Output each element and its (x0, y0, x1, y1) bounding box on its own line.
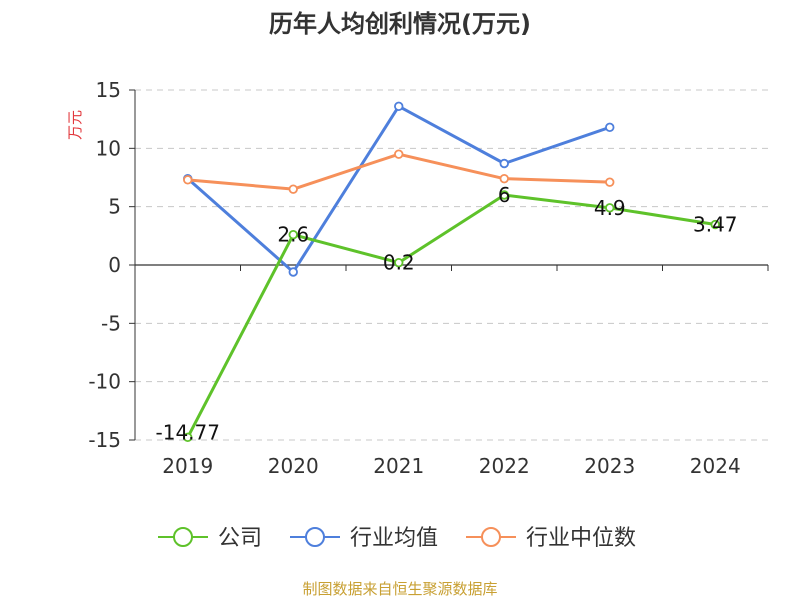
legend-item-1[interactable]: 行业均值 (290, 526, 438, 551)
data-point[interactable] (394, 149, 404, 159)
y-tick-label: -10 (88, 370, 121, 394)
y-tick-label: 5 (108, 195, 121, 219)
series-line (186, 104, 611, 274)
x-tick-label: 2024 (690, 454, 741, 478)
x-tick-label: 2019 (162, 454, 213, 478)
data-point[interactable] (394, 257, 404, 268)
data-point[interactable] (605, 122, 615, 133)
data-point[interactable] (605, 203, 615, 213)
series-line (186, 193, 716, 439)
y-tick-label: 10 (96, 136, 121, 160)
data-point[interactable] (710, 219, 720, 230)
data-point[interactable] (499, 173, 509, 184)
legend-marker (481, 527, 501, 547)
legend-label: 行业均值 (350, 526, 438, 551)
legend-item-2[interactable]: 行业中位数 (466, 526, 636, 551)
series-0 (183, 190, 720, 443)
legend-marker (305, 527, 325, 547)
y-tick-label: 15 (96, 78, 121, 102)
legend-label: 行业中位数 (526, 526, 636, 551)
data-point[interactable] (288, 267, 298, 277)
data-point[interactable] (288, 184, 298, 194)
x-tick-label: 2022 (479, 454, 530, 478)
y-tick-label: 0 (108, 253, 121, 277)
legend-item-0[interactable]: 公司 (158, 526, 262, 551)
y-tick-label: -15 (88, 428, 121, 452)
series-lines (183, 101, 720, 443)
data-point[interactable] (183, 175, 193, 185)
y-axis-label: 万元 (66, 110, 84, 140)
legend-label: 公司 (218, 526, 262, 551)
chart-title: 历年人均创利情况(万元) (269, 10, 531, 38)
data-label: 4.9 (594, 196, 626, 220)
data-label: 3.47 (693, 213, 738, 237)
data-label: -14.77 (156, 420, 220, 444)
data-point[interactable] (183, 432, 193, 443)
source-note: 制图数据来自恒生聚源数据库 (302, 580, 497, 598)
data-point[interactable] (394, 101, 404, 112)
data-point[interactable] (288, 229, 298, 240)
data-point[interactable] (499, 158, 509, 169)
data-label: 6 (498, 183, 511, 207)
data-labels: -14.77 2.6 0.2 6 4.9 3.47 (156, 183, 738, 444)
axes: 15 10 5 0 -5 -10 -15 2019 2020 2021 2022 2023 2024 (88, 78, 769, 478)
series-line (187, 152, 610, 191)
data-point[interactable] (605, 177, 615, 187)
data-label: 0.2 (383, 251, 415, 275)
x-tick-label: 2023 (584, 454, 635, 478)
data-point[interactable] (499, 190, 509, 200)
legend: 公司 行业均值 行业中位数 (158, 526, 636, 551)
x-tick-label: 2020 (268, 454, 319, 478)
series-2 (183, 149, 615, 194)
x-tick-label: 2021 (373, 454, 424, 478)
legend-marker (173, 527, 193, 547)
data-label: 2.6 (277, 223, 309, 247)
y-tick-label: -5 (101, 311, 121, 335)
